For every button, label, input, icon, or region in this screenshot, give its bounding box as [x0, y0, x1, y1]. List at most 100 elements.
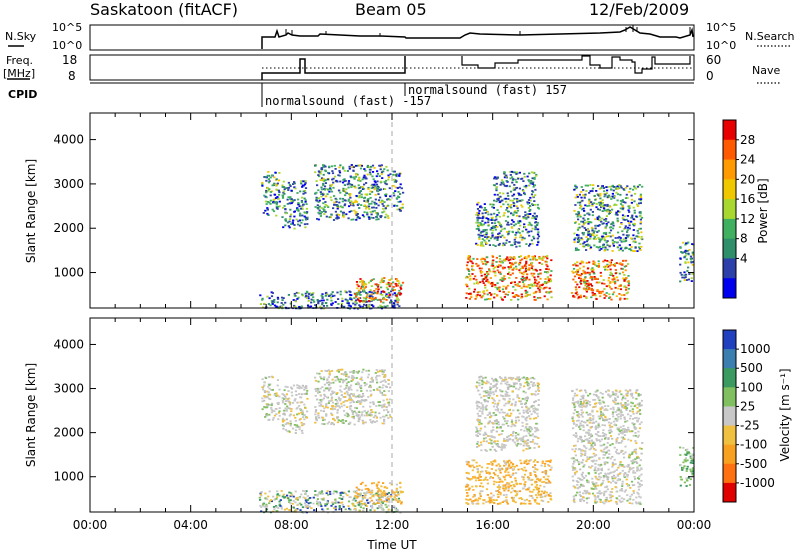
- power-scatter-point: [528, 235, 530, 237]
- vel-scatter-point: [288, 400, 290, 402]
- power-scatter-point: [685, 242, 687, 244]
- vel-scatter-point: [306, 393, 308, 395]
- power-scatter-point: [514, 243, 516, 245]
- power-scatter-point: [293, 181, 295, 183]
- vel-scatter-point: [531, 405, 533, 407]
- power-scatter-point: [548, 269, 550, 271]
- power-colorbar-segment: [723, 120, 736, 140]
- power-scatter-point: [517, 229, 519, 231]
- power-scatter-point: [304, 198, 306, 200]
- power-scatter-point: [635, 216, 637, 218]
- power-scatter-point: [534, 228, 536, 230]
- vel-scatter-point: [336, 405, 338, 407]
- power-scatter-point: [478, 217, 480, 219]
- power-scatter-point: [576, 284, 578, 286]
- power-scatter-point: [585, 289, 587, 291]
- power-scatter-point: [387, 198, 389, 200]
- vel-scatter-point: [271, 411, 273, 413]
- power-scatter-point: [287, 222, 289, 224]
- vel-scatter-point: [545, 495, 547, 497]
- power-scatter-point: [604, 196, 606, 198]
- power-scatter-point: [500, 273, 502, 275]
- power-scatter-point: [349, 195, 351, 197]
- vel-scatter-point: [482, 503, 484, 505]
- power-scatter-point: [500, 262, 502, 264]
- power-scatter-point: [503, 291, 505, 293]
- vel-scatter-point: [494, 403, 496, 405]
- vel-scatter-point: [366, 500, 368, 502]
- vel-scatter-point: [353, 377, 355, 379]
- power-scatter-point: [594, 195, 596, 197]
- power-scatter-point: [685, 262, 687, 264]
- vel-scatter-point: [498, 488, 500, 490]
- power-scatter-point: [375, 194, 377, 196]
- power-scatter-point: [306, 297, 308, 299]
- power-scatter-point: [604, 269, 606, 271]
- freq-tick-top: 18: [62, 53, 77, 67]
- power-scatter-point: [339, 192, 341, 194]
- vel-scatter-point: [321, 508, 323, 510]
- power-scatter-point: [361, 196, 363, 198]
- vel-scatter-point: [347, 505, 349, 507]
- power-scatter-point: [479, 281, 481, 283]
- power-scatter-point: [282, 226, 284, 228]
- power-scatter-point: [607, 209, 609, 211]
- power-scatter-point: [603, 187, 605, 189]
- power-scatter-point: [331, 214, 333, 216]
- power-scatter-point: [529, 222, 531, 224]
- power-scatter-point: [299, 215, 301, 217]
- power-scatter-point: [466, 284, 468, 286]
- frequency-panel: Freq. [MHz] 18 8 60 0 Nave: [3, 53, 780, 83]
- power-scatter-point: [625, 187, 627, 189]
- vel-scatter-point: [333, 391, 335, 393]
- vel-scatter-point: [319, 376, 321, 378]
- vel-scatter-point: [317, 494, 319, 496]
- vel-scatter-point: [356, 407, 358, 409]
- power-scatter-point: [399, 294, 401, 296]
- power-scatter-point: [284, 188, 286, 190]
- vel-scatter-point: [388, 383, 390, 385]
- vel-scatter-point: [285, 398, 287, 400]
- power-scatter-point: [532, 269, 534, 271]
- power-scatter-point: [499, 223, 501, 225]
- power-scatter-point: [525, 185, 527, 187]
- vel-scatter-point: [295, 429, 297, 431]
- power-scatter-point: [510, 266, 512, 268]
- power-scatter-point: [349, 305, 351, 307]
- vel-scatter-point: [510, 492, 512, 494]
- vel-scatter-point: [539, 485, 541, 487]
- power-scatter-point: [531, 267, 533, 269]
- vel-scatter-point: [523, 445, 525, 447]
- vel-scatter-point: [288, 492, 290, 494]
- vel-scatter-point: [547, 476, 549, 478]
- vel-scatter-point: [507, 490, 509, 492]
- vel-scatter-point: [328, 400, 330, 402]
- power-scatter-point: [623, 201, 625, 203]
- power-scatter-point: [278, 191, 280, 193]
- vel-scatter-point: [330, 408, 332, 410]
- vel-scatter-point: [495, 414, 497, 416]
- power-scatter-point: [518, 215, 520, 217]
- power-scatter-point: [606, 265, 608, 267]
- vel-scatter-point: [466, 495, 468, 497]
- power-scatter-point: [377, 186, 379, 188]
- vel-scatter-point: [493, 436, 495, 438]
- vel-scatter-point: [499, 502, 501, 504]
- power-scatter-point: [539, 291, 541, 293]
- vel-scatter-point: [364, 382, 366, 384]
- power-scatter-point: [496, 239, 498, 241]
- power-scatter-point: [325, 302, 327, 304]
- power-scatter-point: [537, 276, 539, 278]
- power-scatter-point: [627, 229, 629, 231]
- vel-scatter-point: [482, 377, 484, 379]
- power-scatter-point: [687, 262, 689, 264]
- vel-scatter-point: [337, 409, 339, 411]
- power-scatter-point: [583, 279, 585, 281]
- power-scatter-point: [355, 211, 357, 213]
- power-scatter-point: [497, 233, 499, 235]
- power-scatter-point: [374, 203, 376, 205]
- power-scatter-point: [619, 299, 621, 301]
- vel-scatter-point: [366, 390, 368, 392]
